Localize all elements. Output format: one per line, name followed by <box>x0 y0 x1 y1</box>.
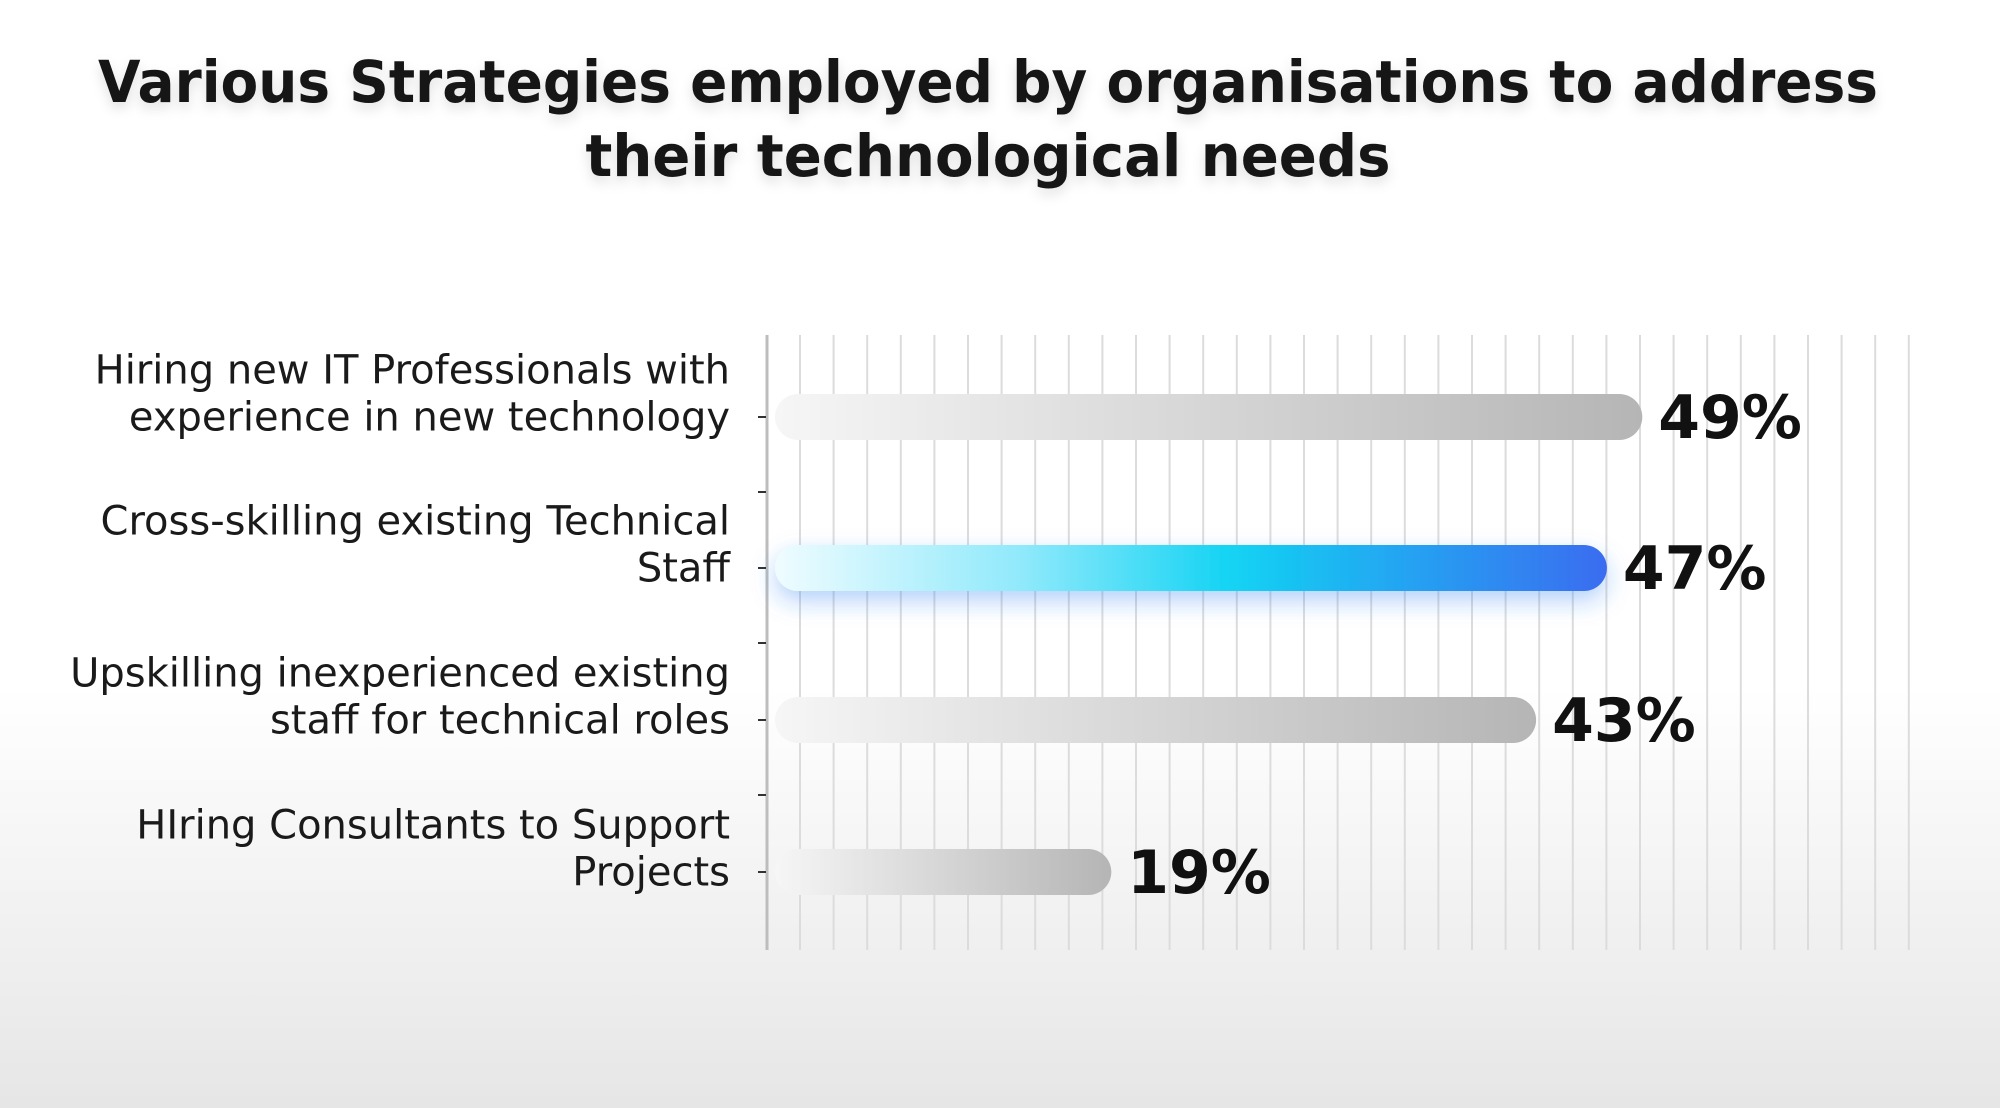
category-label: Cross-skilling existing Technical <box>101 499 730 545</box>
chart-title-line-2: their technological needs <box>586 122 1391 190</box>
category-label: Hiring new IT Professionals with <box>95 348 730 394</box>
bar <box>775 849 1112 895</box>
value-labels: 49% 47% 43% 19% <box>1127 383 1802 908</box>
category-label: experience in new technology <box>129 395 730 441</box>
bars <box>775 394 1643 895</box>
value-label: 43% <box>1552 686 1696 756</box>
bar <box>775 697 1537 743</box>
category-label: Upskilling inexperienced existing <box>70 651 730 697</box>
y-axis <box>758 335 769 950</box>
bar <box>775 394 1643 440</box>
chart-title: Various Strategies employed by organisat… <box>98 48 1878 190</box>
chart-title-line-1: Various Strategies employed by organisat… <box>98 48 1878 116</box>
bar <box>775 545 1607 591</box>
value-label: 49% <box>1658 383 1802 453</box>
value-label: 19% <box>1127 838 1271 908</box>
value-label: 47% <box>1623 534 1767 604</box>
category-label: Staff <box>637 546 732 592</box>
category-label: HIring Consultants to Support <box>136 803 730 849</box>
category-labels: Hiring new IT Professionals withexperien… <box>70 348 731 896</box>
category-label: staff for technical roles <box>270 698 730 744</box>
category-label: Projects <box>572 850 730 896</box>
